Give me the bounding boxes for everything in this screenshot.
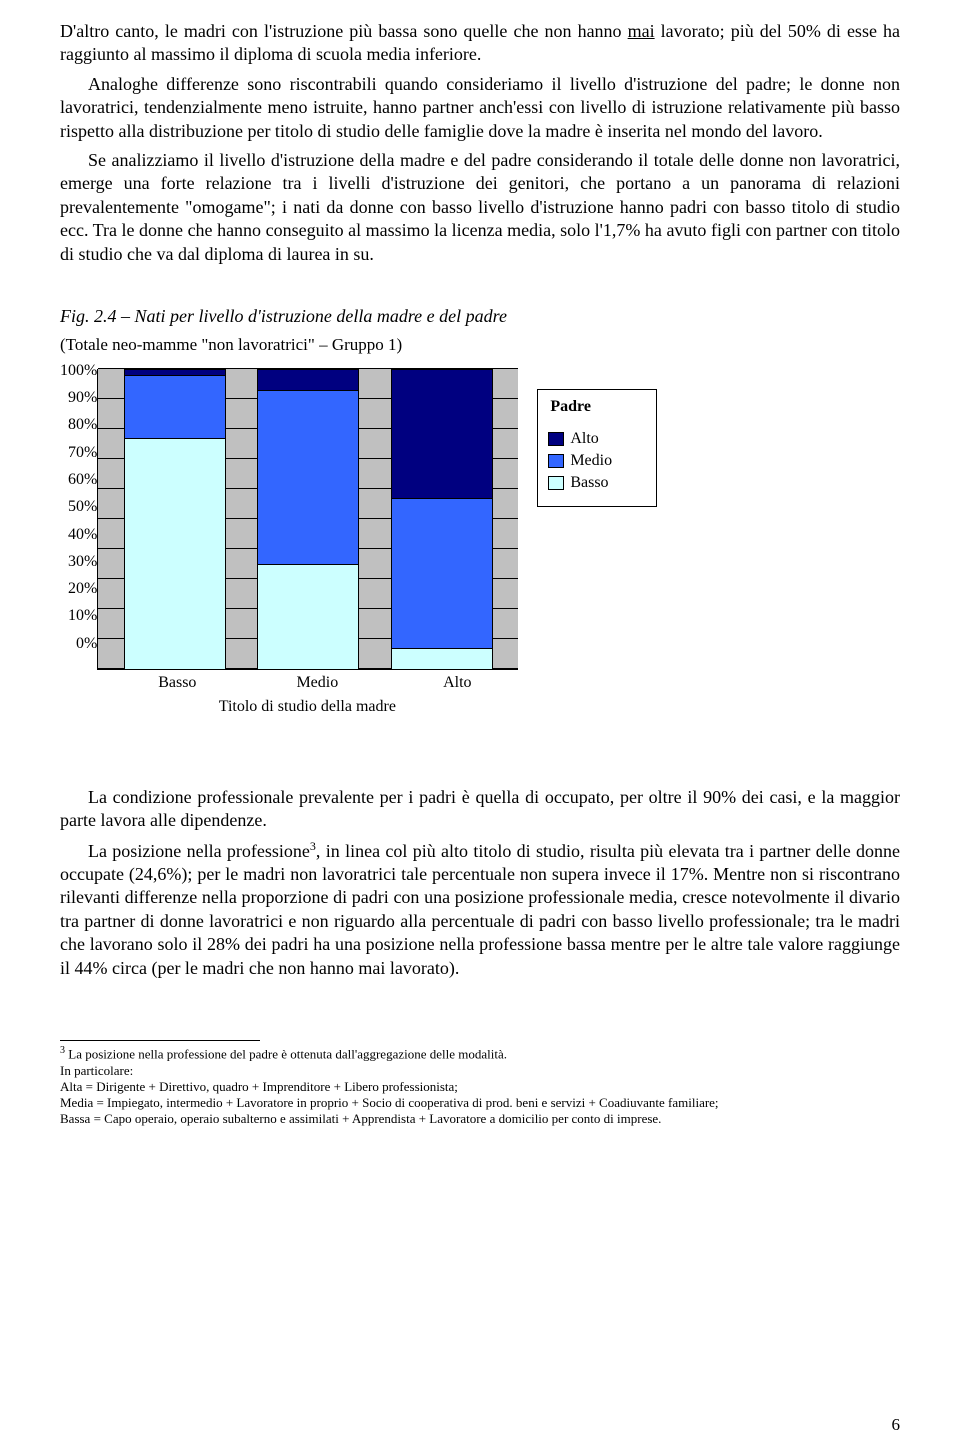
footnote-l1: La posizione nella professione del padre… [65, 1046, 507, 1061]
bar-alto [392, 369, 492, 669]
page-number: 6 [892, 1415, 901, 1435]
p1-underlined: mai [628, 21, 655, 41]
footnote-separator [60, 1040, 260, 1041]
bar-segment [125, 375, 225, 438]
bar-segment [258, 369, 358, 390]
figure-title: Fig. 2.4 – Nati per livello d'istruzione… [60, 306, 900, 327]
legend-row-basso: Basso [548, 474, 638, 492]
legend-swatch [548, 476, 564, 490]
bar-segment [392, 648, 492, 669]
y-axis-labels: 100% 90% 80% 70% 60% 50% 40% 30% 20% 10%… [60, 369, 97, 671]
bar-segment [125, 438, 225, 669]
legend-row-medio: Medio [548, 452, 638, 470]
p4-text: La condizione professionale prevalente p… [60, 787, 900, 830]
legend-swatch [548, 454, 564, 468]
bar-segment [258, 390, 358, 564]
paragraph-2: Analoghe differenze sono riscontrabili q… [60, 73, 900, 143]
footnote-line: 3 La posizione nella professione del pad… [60, 1045, 900, 1063]
legend: Padre Alto Medio Basso [537, 389, 657, 507]
bars-group [98, 369, 518, 669]
bar-segment [392, 498, 492, 648]
paragraph-3: Se analizziamo il livello d'istruzione d… [60, 149, 900, 266]
x-label: Alto [407, 674, 507, 692]
paragraph-4: La condizione professionale prevalente p… [60, 786, 900, 833]
legend-row-alto: Alto [548, 430, 638, 448]
bar-basso [125, 369, 225, 669]
bar-segment [258, 564, 358, 669]
chart-container: 100% 90% 80% 70% 60% 50% 40% 30% 20% 10%… [60, 369, 900, 716]
plot-area [97, 369, 518, 670]
p1-part-a: D'altro canto, le madri con l'istruzione… [60, 21, 628, 41]
legend-label: Basso [570, 474, 608, 492]
footnote-line: Alta = Dirigente + Direttivo, quadro + I… [60, 1079, 900, 1095]
p5-part-a: La posizione nella professione [88, 841, 310, 861]
bar-segment [392, 369, 492, 498]
legend-swatch [548, 432, 564, 446]
bar-medio [258, 369, 358, 669]
legend-label: Medio [570, 452, 612, 470]
p2-text: Analoghe differenze sono riscontrabili q… [60, 74, 900, 141]
document-page: D'altro canto, le madri con l'istruzione… [0, 0, 960, 1451]
x-axis-labels: Basso Medio Alto [97, 670, 537, 692]
footnote-block: 3 La posizione nella professione del pad… [60, 1045, 900, 1128]
x-axis-title: Titolo di studio della madre [97, 698, 517, 716]
y-tick: 0% [60, 644, 97, 671]
footnote-line: Media = Impiegato, intermedio + Lavorato… [60, 1095, 900, 1111]
legend-label: Alto [570, 430, 598, 448]
footnote-line: Bassa = Capo operaio, operaio subalterno… [60, 1111, 900, 1127]
legend-title: Padre [548, 398, 638, 416]
figure-subtitle: (Totale neo-mamme "non lavoratrici" – Gr… [60, 335, 900, 355]
footnote-line: In particolare: [60, 1063, 900, 1079]
p3-text: Se analizziamo il livello d'istruzione d… [60, 150, 900, 264]
x-label: Medio [267, 674, 367, 692]
x-label: Basso [127, 674, 227, 692]
p5-part-b: , in linea col più alto titolo di studio… [60, 841, 900, 978]
paragraph-5: La posizione nella professione3, in line… [60, 839, 900, 980]
paragraph-1: D'altro canto, le madri con l'istruzione… [60, 20, 900, 67]
